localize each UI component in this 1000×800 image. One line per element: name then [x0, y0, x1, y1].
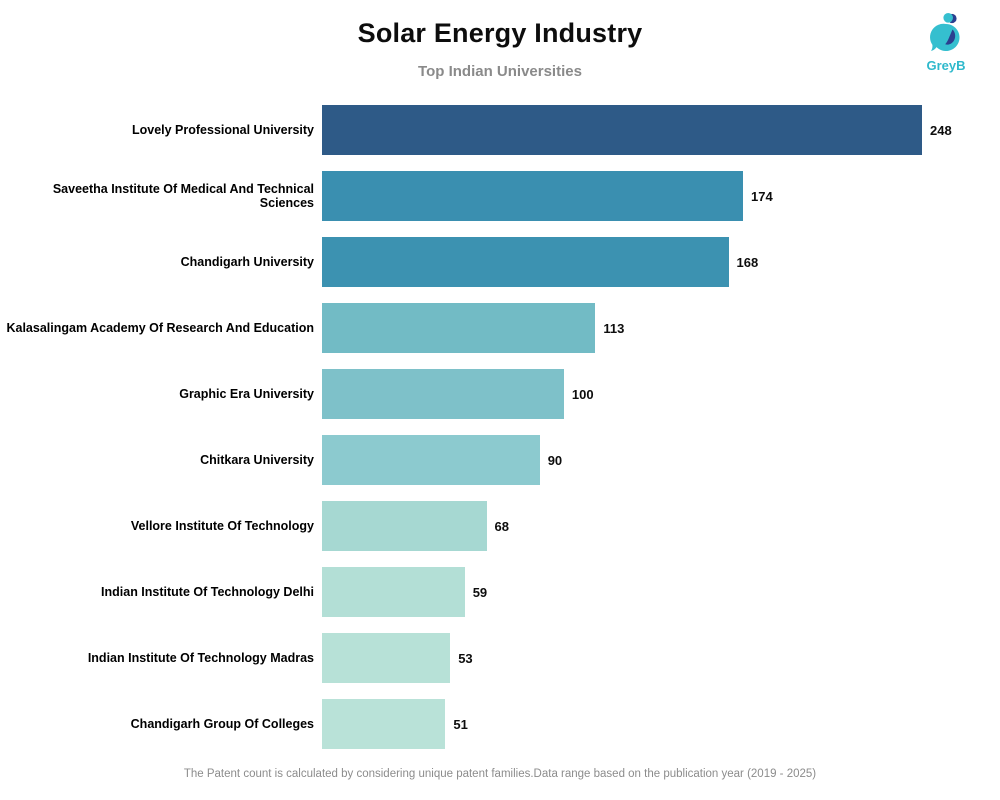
chart-row: Lovely Professional University 248: [0, 97, 1000, 163]
category-label: Graphic Era University: [179, 386, 314, 401]
chart-row: Chitkara University 90: [0, 427, 1000, 493]
value-label: 51: [453, 716, 468, 732]
bar-area: 59: [322, 559, 1000, 625]
bar[interactable]: [322, 435, 540, 485]
value-label: 90: [547, 452, 563, 468]
value-label: 68: [494, 518, 509, 534]
bar-area: 100: [322, 361, 1000, 427]
bar[interactable]: [322, 699, 446, 749]
chart-row: Saveetha Institute Of Medical And Techni…: [0, 163, 1000, 229]
bar-area: 174: [322, 163, 1000, 229]
category-label: Kalasalingam Academy Of Research And Edu…: [6, 320, 314, 335]
category-label: Indian Institute Of Technology Madras: [87, 650, 314, 665]
value-label: 100: [571, 386, 594, 402]
page-title: Solar Energy Industry: [357, 18, 643, 48]
bar-area: 68: [322, 493, 1000, 559]
value-label: 168: [736, 254, 759, 270]
bar-area: 90: [322, 427, 1000, 493]
footnote: The Patent count is calculated by consid…: [183, 768, 817, 780]
bar-area: 113: [322, 295, 1000, 361]
bar-area: 53: [322, 625, 1000, 691]
value-label: 248: [930, 122, 952, 138]
bar-chart: Lovely Professional University 248 Saveeth…: [0, 97, 1000, 757]
bar[interactable]: [322, 105, 922, 155]
bar-area: 51: [322, 691, 1000, 757]
category-label: Saveetha Institute Of Medical And Techni…: [52, 181, 314, 210]
bar[interactable]: [322, 501, 487, 551]
value-label: 59: [472, 584, 488, 600]
chart-row: Chandigarh Group Of Colleges 51: [0, 691, 1000, 757]
category-label: Vellore Institute Of Technology: [130, 518, 314, 533]
value-label: 113: [603, 320, 625, 336]
chart-row: Kalasalingam Academy Of Research And Edu…: [0, 295, 1000, 361]
chart-row: Graphic Era University 100: [0, 361, 1000, 427]
bar-area: 168: [322, 229, 1000, 295]
greyb-logo-wordmark: GreyB: [926, 58, 966, 73]
bar-chart-rows: Lovely Professional University 248 Saveeth…: [0, 97, 1000, 757]
bar[interactable]: [322, 237, 729, 287]
value-label: 53: [458, 650, 473, 666]
chart-row: Indian Institute Of Technology Delhi 59: [0, 559, 1000, 625]
category-label: Lovely Professional University: [131, 122, 314, 137]
bar[interactable]: [322, 567, 465, 617]
greyb-logo-icon: [920, 12, 972, 58]
bar[interactable]: [322, 303, 596, 353]
bar-area: 248: [322, 97, 1000, 163]
category-label: Indian Institute Of Technology Delhi: [101, 584, 314, 599]
chart-subtitle: Top Indian Universities: [418, 63, 582, 80]
chart-row: Indian Institute Of Technology Madras 53: [0, 625, 1000, 691]
bar[interactable]: [322, 369, 564, 419]
value-label: 174: [751, 188, 773, 204]
chart-header: Solar Energy Industry Top Indian Univers…: [0, 0, 1000, 96]
greyb-logo: GreyB: [920, 12, 972, 72]
chart-row: Chandigarh University 168: [0, 229, 1000, 295]
category-label: Chandigarh University: [180, 254, 314, 269]
category-label: Chandigarh Group Of Colleges: [130, 716, 314, 731]
category-label: Chitkara University: [200, 452, 314, 467]
chart-row: Vellore Institute Of Technology 68: [0, 493, 1000, 559]
bar[interactable]: [322, 171, 743, 221]
bar[interactable]: [322, 633, 451, 683]
